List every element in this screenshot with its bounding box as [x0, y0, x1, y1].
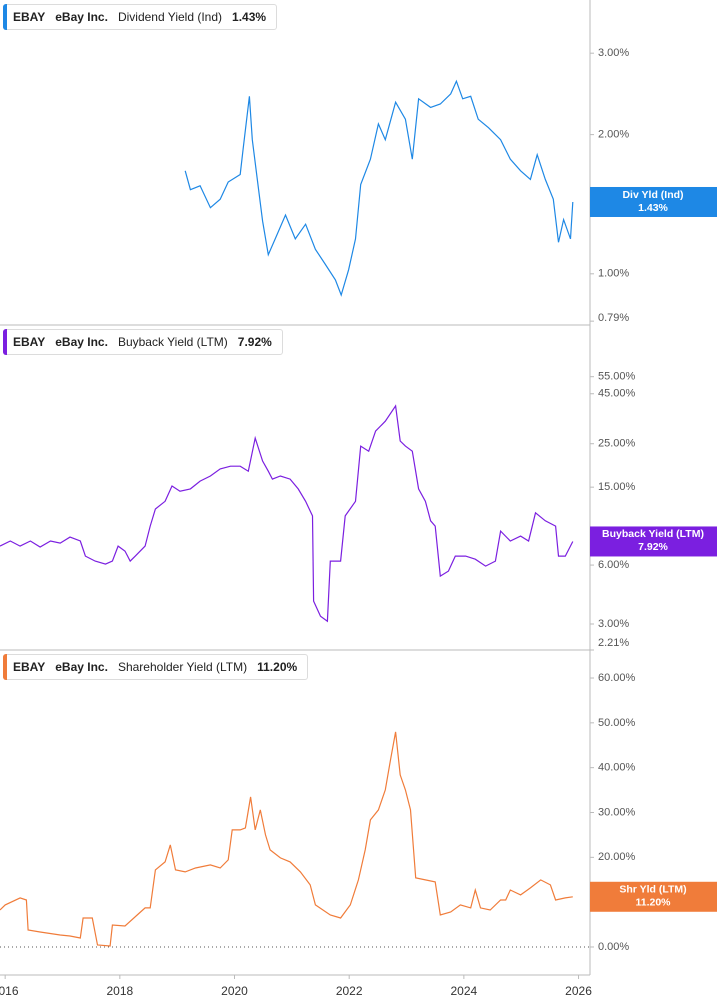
x-tick-label: 2022 [336, 984, 363, 998]
value-tag [590, 186, 717, 217]
ticker: EBAY [13, 660, 46, 674]
data-line [0, 404, 574, 623]
y-tick-label: 20.00% [598, 851, 636, 863]
x-tick-label: 2020 [221, 984, 248, 998]
x-tick-label: 2026 [565, 984, 592, 998]
x-tick-label: 2024 [451, 984, 478, 998]
series-color-bar [3, 4, 7, 30]
value-tag [590, 881, 717, 912]
series-header: EBAY eBay Inc. Shareholder Yield (LTM) 11.2… [3, 654, 309, 680]
y-tick-label: 2.00% [598, 129, 629, 141]
value-tag-name: Shr Yld (LTM) [619, 884, 686, 896]
company: eBay Inc. [55, 660, 108, 674]
y-tick-label: 3.00% [598, 47, 629, 59]
ticker: EBAY [13, 10, 46, 24]
y-tick-label: 6.00% [598, 559, 629, 571]
y-tick-label: 45.00% [598, 388, 636, 400]
value-tag-value: 11.20% [635, 897, 671, 909]
y-tick-label: 0.00% [598, 941, 629, 953]
series-color-bar [3, 329, 7, 355]
series-header: EBAY eBay Inc. Dividend Yield (Ind) 1.43% [3, 4, 278, 30]
metric: Shareholder Yield (LTM) [117, 660, 248, 674]
y-tick-label: 1.00% [598, 268, 629, 280]
value-tag-value: 7.92% [638, 541, 668, 553]
y-tick-label: 0.79% [598, 312, 629, 324]
y-tick-label: 55.00% [598, 371, 636, 383]
y-tick-label: 50.00% [598, 717, 636, 729]
y-tick-label: 15.00% [598, 481, 636, 493]
value-tag [590, 526, 717, 557]
last-value: 11.20% [257, 660, 298, 674]
value-tag-name: Buyback Yield (LTM) [602, 528, 704, 540]
metric: Dividend Yield (Ind) [117, 10, 223, 24]
data-line [184, 79, 574, 297]
company: eBay Inc. [55, 335, 108, 349]
y-tick-label: 30.00% [598, 806, 636, 818]
ticker: EBAY [13, 335, 46, 349]
company: eBay Inc. [55, 10, 108, 24]
value-tag-value: 1.43% [638, 202, 668, 214]
series-header: EBAY eBay Inc. Buyback Yield (LTM) 7.92% [3, 329, 283, 355]
data-line [0, 731, 573, 947]
series-color-bar [3, 654, 7, 680]
y-tick-label: 60.00% [598, 672, 636, 684]
value-tag-name: Div Yld (Ind) [622, 189, 683, 201]
x-tick-label: 2018 [106, 984, 133, 998]
metric: Buyback Yield (LTM) [117, 335, 228, 349]
x-tick-label: 2016 [0, 984, 19, 998]
last-value: 1.43% [232, 10, 267, 24]
y-tick-label: 40.00% [598, 762, 636, 774]
y-tick-label: 25.00% [598, 438, 636, 450]
y-tick-label: 3.00% [598, 618, 629, 630]
y-tick-label: 2.21% [598, 637, 629, 649]
last-value: 7.92% [237, 335, 272, 349]
